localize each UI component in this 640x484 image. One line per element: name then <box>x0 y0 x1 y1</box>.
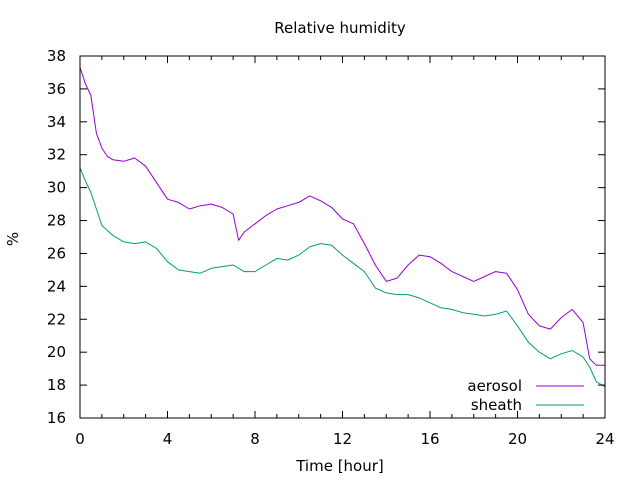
x-tick-label: 20 <box>508 430 527 448</box>
y-tick-label: 32 <box>47 146 66 164</box>
y-tick-label: 30 <box>47 179 66 197</box>
series-layer <box>79 67 606 388</box>
x-tick-label: 0 <box>75 430 85 448</box>
aerosol-legend-label: aerosol <box>467 377 522 395</box>
x-axis-title: Time [hour] <box>295 457 384 475</box>
y-tick-label: 20 <box>47 343 66 361</box>
y-tick-label: 18 <box>47 376 66 394</box>
y-axis-title: % <box>4 232 22 246</box>
x-tick-label: 24 <box>595 430 614 448</box>
plot-frame <box>79 55 606 419</box>
x-tick-label: 12 <box>333 430 352 448</box>
y-tick-label: 28 <box>47 212 66 230</box>
sheath-series-line <box>79 167 606 388</box>
y-tick-label: 26 <box>47 244 66 262</box>
x-tick-label: 8 <box>250 430 260 448</box>
y-tick-label: 22 <box>47 310 66 328</box>
x-tick-label: 4 <box>163 430 173 448</box>
y-tick-label: 24 <box>47 277 66 295</box>
y-tick-label: 16 <box>47 409 66 427</box>
aerosol-series-line <box>79 67 605 366</box>
y-tick-label: 34 <box>47 113 66 131</box>
sheath-legend-label: sheath <box>471 396 522 414</box>
y-tick-label: 36 <box>47 80 66 98</box>
chart-title: Relative humidity <box>274 19 406 37</box>
y-tick-label: 38 <box>47 47 66 65</box>
x-tick-label: 16 <box>420 430 439 448</box>
tick-layer: 16 18 20 22 24 26 28 30 32 34 36 38 0 4 8 12 16 20 24 <box>47 47 615 448</box>
